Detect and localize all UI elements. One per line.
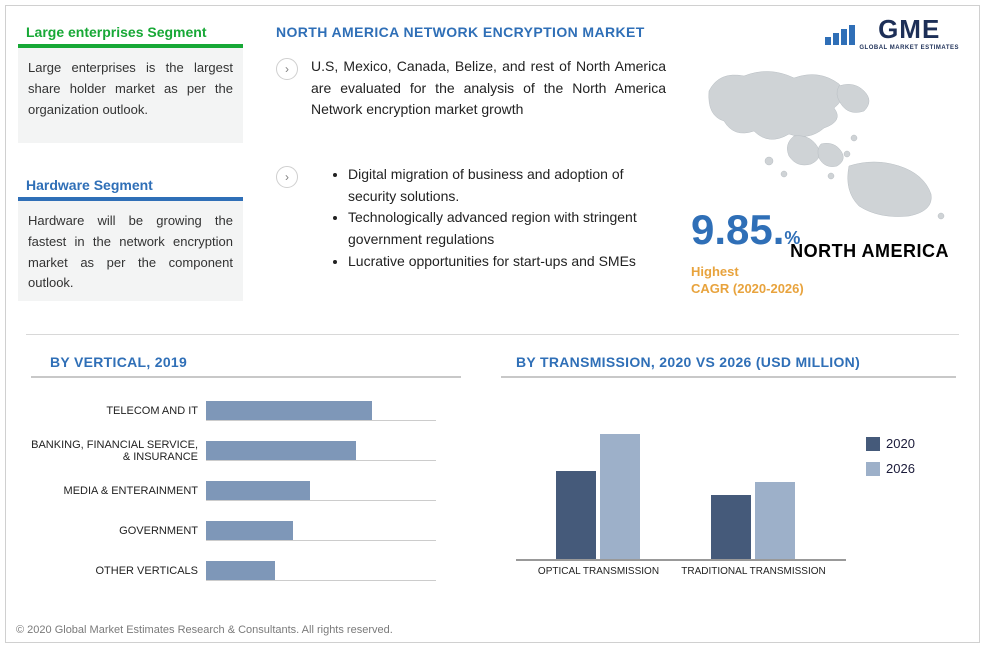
logo-small: GLOBAL MARKET ESTIMATES bbox=[859, 45, 959, 51]
legend-label: 2026 bbox=[886, 461, 915, 476]
legend-swatch bbox=[866, 437, 880, 451]
bar-group-label: TRADITIONAL TRANSMISSION bbox=[681, 566, 826, 577]
underline bbox=[501, 376, 956, 378]
cagr-number: 9.85. bbox=[691, 206, 784, 253]
infographic-page: Large enterprises Segment Large enterpri… bbox=[5, 5, 980, 643]
segment-title: Large enterprises Segment bbox=[18, 18, 243, 48]
chart-row-label: GOVERNMENT bbox=[31, 525, 206, 537]
logo-bars-icon bbox=[825, 21, 855, 45]
cagr-value: 9.85.% bbox=[691, 206, 800, 254]
chart-row-label: OTHER VERTICALS bbox=[31, 565, 206, 577]
legend-label: 2020 bbox=[886, 436, 915, 451]
bar-2020 bbox=[556, 471, 596, 559]
center-heading: NORTH AMERICA NETWORK ENCRYPTION MARKET bbox=[276, 24, 645, 40]
gme-logo: GME GLOBAL MARKET ESTIMATES bbox=[825, 14, 959, 51]
bar-group bbox=[711, 482, 795, 559]
chart-bar-track bbox=[206, 521, 436, 541]
copyright-footer: © 2020 Global Market Estimates Research … bbox=[16, 624, 393, 636]
chart-bar-fill bbox=[206, 441, 356, 460]
bar-2026 bbox=[755, 482, 795, 559]
legend-row: 2020 bbox=[866, 436, 915, 451]
chart-bar-track bbox=[206, 481, 436, 501]
segment-box-hardware: Hardware Segment Hardware will be growin… bbox=[18, 171, 243, 301]
chart-bar-fill bbox=[206, 521, 293, 540]
chart-row: GOVERNMENT bbox=[31, 511, 461, 551]
center-bullet-list: Digital migration of business and adopti… bbox=[326, 164, 656, 272]
cagr-caption-line2: CAGR (2020-2026) bbox=[691, 281, 804, 296]
chart-row-label: TELECOM AND IT bbox=[31, 405, 206, 417]
chart-legend: 2020 2026 bbox=[866, 436, 915, 486]
bar-2026 bbox=[600, 434, 640, 559]
vertical-chart-title: BY VERTICAL, 2019 bbox=[50, 354, 187, 370]
chart-row: MEDIA & ENTERAINMENT bbox=[31, 471, 461, 511]
chart-row: BANKING, FINANCIAL SERVICE, & INSURANCE bbox=[31, 431, 461, 471]
center-paragraph: U.S, Mexico, Canada, Belize, and rest of… bbox=[311, 56, 666, 121]
chart-row-label: MEDIA & ENTERAINMENT bbox=[31, 485, 206, 497]
chart-bar-fill bbox=[206, 401, 372, 420]
bullet-item: Digital migration of business and adopti… bbox=[348, 164, 656, 207]
cagr-caption: Highest CAGR (2020-2026) bbox=[691, 264, 804, 298]
cagr-caption-line1: Highest bbox=[691, 264, 739, 279]
segment-box-large-enterprises: Large enterprises Segment Large enterpri… bbox=[18, 18, 243, 143]
chart-bar-track bbox=[206, 441, 436, 461]
asia-pacific-map-icon bbox=[699, 66, 949, 221]
region-label: NORTH AMERICA bbox=[790, 241, 949, 262]
chart-bar-fill bbox=[206, 561, 275, 580]
transmission-bar-chart bbox=[516, 401, 846, 561]
arrow-bullet-icon bbox=[276, 58, 298, 80]
bar-2020 bbox=[711, 495, 751, 559]
arrow-bullet-icon bbox=[276, 166, 298, 188]
segment-title: Hardware Segment bbox=[18, 171, 243, 201]
chart-row: OTHER VERTICALS bbox=[31, 551, 461, 591]
bar-group-label: OPTICAL TRANSMISSION bbox=[526, 566, 671, 577]
horizontal-divider bbox=[26, 334, 959, 335]
chart-bar-fill bbox=[206, 481, 310, 500]
logo-text: GME GLOBAL MARKET ESTIMATES bbox=[859, 14, 959, 51]
segment-body: Large enterprises is the largest share h… bbox=[18, 48, 243, 130]
vertical-bar-chart: TELECOM AND IT BANKING, FINANCIAL SERVICE… bbox=[31, 391, 461, 591]
bullet-item: Technologically advanced region with str… bbox=[348, 207, 656, 250]
transmission-chart-title: BY TRANSMISSION, 2020 VS 2026 (USD MILLI… bbox=[516, 354, 860, 370]
chart-row: TELECOM AND IT bbox=[31, 391, 461, 431]
chart-row-label: BANKING, FINANCIAL SERVICE, & INSURANCE bbox=[31, 439, 206, 463]
underline bbox=[31, 376, 461, 378]
segment-body: Hardware will be growing the fastest in … bbox=[18, 201, 243, 304]
chart-bar-track bbox=[206, 401, 436, 421]
legend-swatch bbox=[866, 462, 880, 476]
logo-big: GME bbox=[878, 14, 940, 45]
bullet-item: Lucrative opportunities for start-ups an… bbox=[348, 251, 656, 273]
bar-group bbox=[556, 434, 640, 559]
chart-bar-track bbox=[206, 561, 436, 581]
legend-row: 2026 bbox=[866, 461, 915, 476]
